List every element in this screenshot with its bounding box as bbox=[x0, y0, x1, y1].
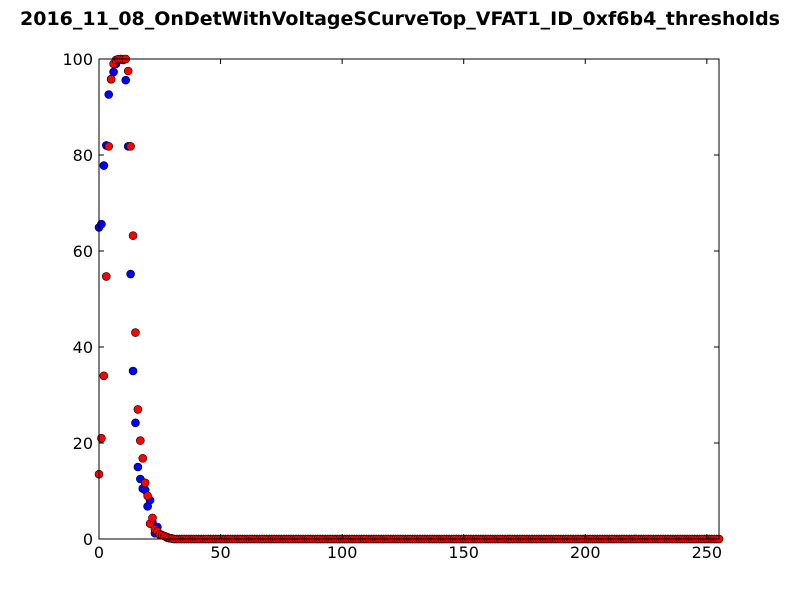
ticks-layer: 0 50 100 150 200 250 0 20 40 60 80 100 bbox=[62, 50, 722, 562]
series-2-point bbox=[133, 405, 143, 414]
series-2-point bbox=[128, 231, 138, 240]
y-tick-label: 40 bbox=[73, 338, 93, 357]
plot-frame bbox=[98, 58, 720, 540]
series-1-point bbox=[128, 366, 138, 376]
series-1-point bbox=[133, 462, 143, 472]
y-tick-label: 0 bbox=[83, 530, 93, 549]
series-2-point bbox=[136, 436, 145, 445]
series-2-point bbox=[131, 328, 140, 337]
series-1-point bbox=[104, 90, 114, 99]
x-tick-label: 0 bbox=[94, 543, 104, 562]
series-2-point bbox=[123, 66, 133, 76]
y-tick-label: 60 bbox=[73, 242, 93, 261]
x-tick-label: 100 bbox=[327, 543, 358, 562]
series-1-point bbox=[131, 418, 140, 428]
y-tick-label: 100 bbox=[62, 50, 93, 69]
y-tick-label: 20 bbox=[73, 434, 93, 453]
x-tick-label: 250 bbox=[692, 543, 723, 562]
x-tick-label: 150 bbox=[448, 543, 479, 562]
series-2-point bbox=[138, 454, 148, 463]
series-2-point bbox=[101, 272, 111, 281]
series-2-point bbox=[104, 142, 114, 151]
y-tick-label: 80 bbox=[73, 146, 93, 165]
series-2-point bbox=[126, 142, 135, 151]
x-tick-label: 200 bbox=[570, 543, 601, 562]
chart-title: 2016_11_08_OnDetWithVoltageSCurveTop_VFA… bbox=[20, 8, 780, 30]
series-2-point bbox=[106, 74, 116, 84]
x-tick-label: 50 bbox=[210, 543, 230, 562]
series-1-point bbox=[121, 75, 131, 85]
series-2-point bbox=[148, 513, 157, 523]
series-2-point bbox=[99, 371, 109, 381]
series-1-point bbox=[109, 67, 118, 77]
series-1-point bbox=[126, 269, 135, 279]
points-layer bbox=[94, 54, 724, 544]
series-2-point bbox=[140, 478, 150, 488]
series-2-point bbox=[143, 491, 152, 501]
series-1-point bbox=[99, 161, 109, 170]
